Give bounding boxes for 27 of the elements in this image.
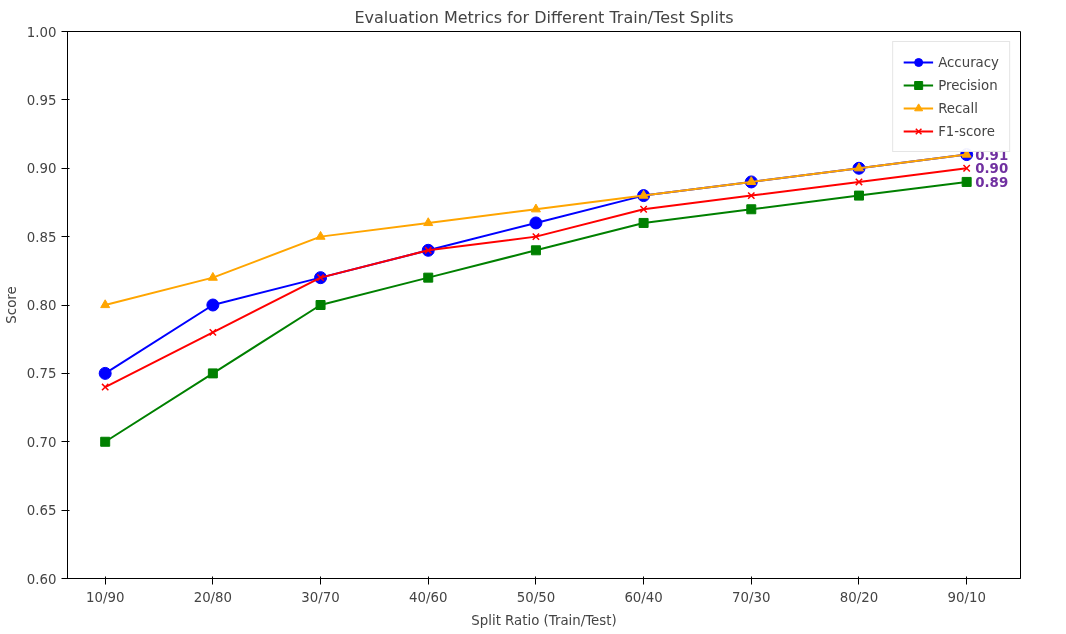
x-tick-label: 40/60 xyxy=(409,589,448,605)
y-axis-title: Score xyxy=(3,286,19,324)
x-tick-label: 90/10 xyxy=(947,589,986,605)
y-tick-label: 0.95 xyxy=(26,92,57,108)
x-tick-label: 60/40 xyxy=(624,589,663,605)
annotation: 0.90 xyxy=(975,161,1009,177)
legend-label: F1-score xyxy=(938,123,995,139)
y-tick-label: 0.65 xyxy=(26,503,57,519)
x-tick-label: 20/80 xyxy=(193,589,233,605)
x-axis-title: Split Ratio (Train/Test) xyxy=(471,612,617,628)
x-tick-label: 10/90 xyxy=(85,589,125,605)
y-tick-label: 1.00 xyxy=(26,24,57,40)
legend-label: Precision xyxy=(938,77,998,93)
x-tick-label: 70/30 xyxy=(732,589,771,605)
y-tick-label: 0.60 xyxy=(26,571,57,587)
legend-label: Accuracy xyxy=(938,54,999,70)
x-tick-label: 80/20 xyxy=(839,589,879,605)
annotation: 0.89 xyxy=(975,174,1009,190)
y-tick-label: 0.70 xyxy=(26,434,57,450)
y-tick-label: 0.90 xyxy=(26,161,57,177)
x-tick-label: 30/70 xyxy=(301,589,340,605)
y-tick-label: 0.85 xyxy=(26,229,57,245)
y-tick-label: 0.80 xyxy=(26,298,57,313)
chart-title: Evaluation Metrics for Different Train/Test Splits xyxy=(354,7,734,27)
y-tick-label: 0.75 xyxy=(26,366,57,382)
legend-label: Recall xyxy=(938,100,978,116)
x-tick-label: 50/50 xyxy=(516,589,556,605)
